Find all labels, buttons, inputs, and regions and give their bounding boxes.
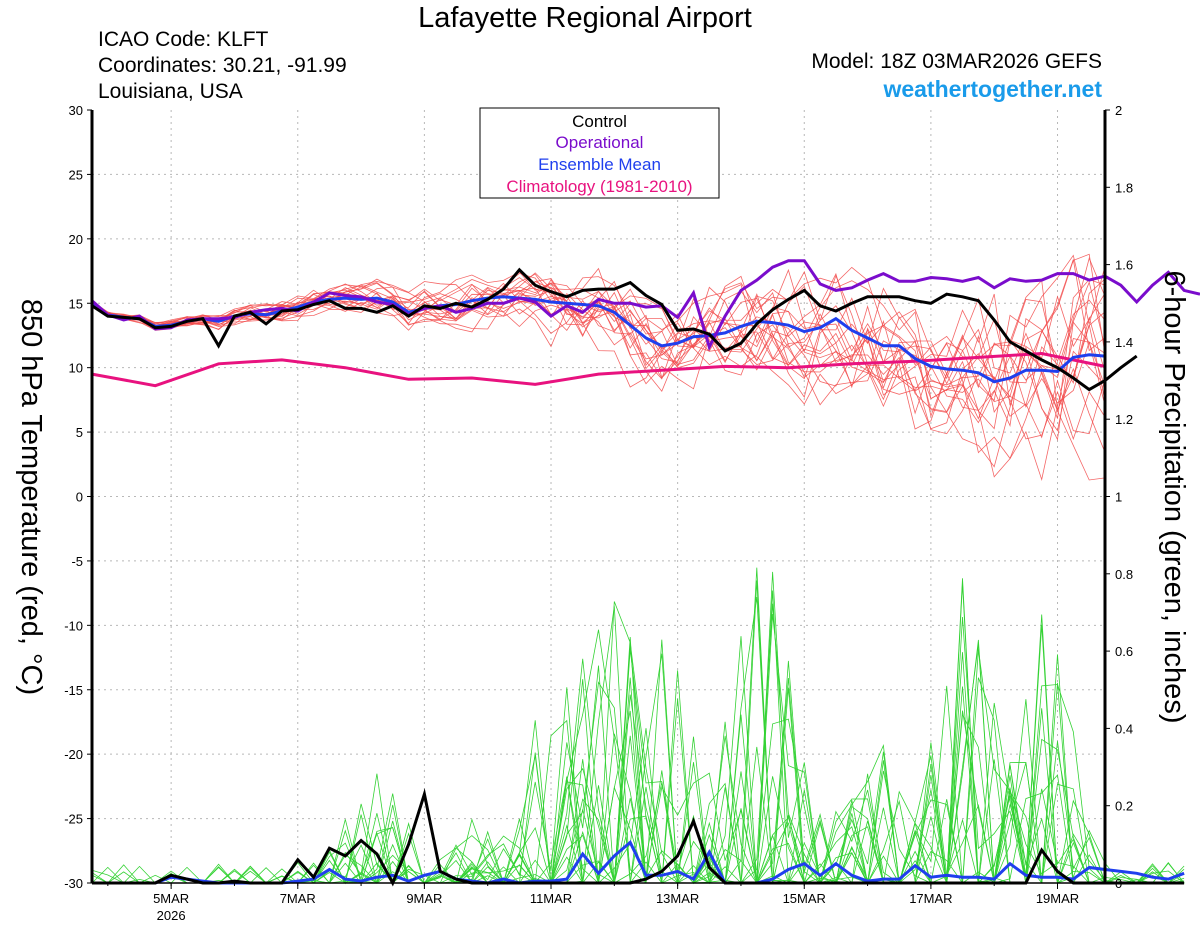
chart-title: Lafayette Regional Airport xyxy=(418,2,752,34)
legend: Control Operational Ensemble Mean Climat… xyxy=(479,107,720,199)
legend-control: Control xyxy=(572,112,627,131)
control-temperature-line xyxy=(91,267,1138,392)
y-tick-label: 20 xyxy=(69,232,83,247)
y2-tick-label: 1.4 xyxy=(1115,335,1133,350)
legend-box xyxy=(479,107,720,199)
y-tick-label: 5 xyxy=(76,425,83,440)
y-axis-label-temperature: 850 hPa Temperature (red, °C) xyxy=(15,299,47,695)
temperature-member-line xyxy=(91,279,1106,441)
x-tick-label: 5MAR xyxy=(153,891,189,906)
y2-tick-label: 0 xyxy=(1115,876,1122,891)
y-tick-label: -15 xyxy=(64,683,83,698)
location: Louisiana, USA xyxy=(98,80,243,103)
operational-temperature-line xyxy=(91,259,1200,352)
legend-ensemble-mean: Ensemble Mean xyxy=(538,155,661,174)
site-link[interactable]: weathertogether.net xyxy=(883,76,1102,102)
climatology-line xyxy=(91,351,1106,388)
y-tick-label: -5 xyxy=(71,554,83,569)
temperature-member-line xyxy=(91,280,1106,432)
x-tick-label: 19MAR xyxy=(1036,891,1079,906)
x-tick-label: 13MAR xyxy=(656,891,699,906)
y-axis-label-precipitation: 6-hour Precipitation (green, inches) xyxy=(1158,271,1190,724)
y-tick-label: -25 xyxy=(64,812,83,827)
y2-tick-label: 0.2 xyxy=(1115,799,1133,814)
legend-operational: Operational xyxy=(556,133,644,152)
icao-code: ICAO Code: KLFT xyxy=(98,28,269,51)
precipitation-member-line xyxy=(91,649,1185,885)
y2-tick-label: 0.6 xyxy=(1115,644,1133,659)
x-tick-label: 17MAR xyxy=(909,891,952,906)
y2-tick-label: 1.6 xyxy=(1115,258,1133,273)
y-tick-label: 25 xyxy=(69,167,83,182)
temperature-member-line xyxy=(91,279,1106,419)
y2-tick-label: 2 xyxy=(1115,103,1122,118)
y2-tick-label: 1.2 xyxy=(1115,412,1133,427)
x-tick-label: 9MAR xyxy=(406,891,442,906)
y-tick-label: 30 xyxy=(69,103,83,118)
grid-lines xyxy=(92,110,1105,883)
y2-tick-label: 1 xyxy=(1115,490,1122,505)
y-tick-label: -10 xyxy=(64,618,83,633)
y-tick-label: -20 xyxy=(64,747,83,762)
y-tick-label: 0 xyxy=(76,490,83,505)
ensemble-mean-temperature-line xyxy=(91,295,1106,384)
model-run: Model: 18Z 03MAR2026 GEFS xyxy=(811,50,1102,73)
legend-climatology: Climatology (1981-2010) xyxy=(506,177,692,196)
y2-tick-label: 0.8 xyxy=(1115,567,1133,582)
precipitation-member-line xyxy=(92,596,1185,884)
x-tick-label: 7MAR xyxy=(280,891,316,906)
y-tick-label: 15 xyxy=(69,296,83,311)
coordinates: Coordinates: 30.21, -91.99 xyxy=(98,54,347,77)
y-tick-label: 10 xyxy=(69,361,83,376)
x-tick-sublabel: 2026 xyxy=(157,908,186,923)
ensemble-members-precipitation xyxy=(91,567,1185,885)
y2-tick-label: 1.8 xyxy=(1115,180,1133,195)
y2-tick-label: 0.4 xyxy=(1115,721,1133,736)
axes: -30 -25 -20 -15 -10 -5 0 5 10 15 20 25 30 0 0.2 0.4 0.6 0… xyxy=(64,103,1133,923)
y-tick-label: -30 xyxy=(64,876,83,891)
x-tick-label: 11MAR xyxy=(530,891,572,906)
x-tick-label: 15MAR xyxy=(783,891,826,906)
